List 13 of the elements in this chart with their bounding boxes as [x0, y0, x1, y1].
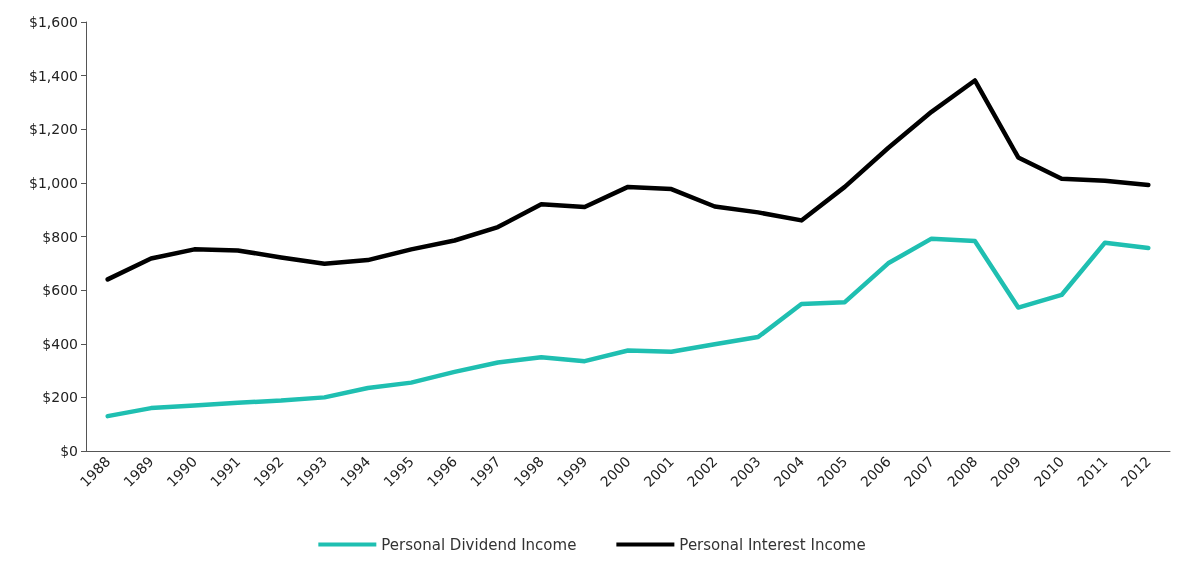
y-tick-label: $1,200 [29, 121, 78, 138]
legend-label: Personal Interest Income [679, 535, 866, 554]
y-tick-label: $1,000 [29, 174, 78, 191]
y-tick-label: $1,400 [29, 67, 78, 84]
y-tick-label: $0 [60, 443, 78, 459]
y-tick-label: $200 [42, 389, 78, 406]
y-tick-label: $1,600 [29, 14, 78, 30]
legend-label: Personal Dividend Income [381, 535, 577, 554]
y-tick-label: $400 [42, 335, 78, 352]
y-tick-label: $600 [42, 282, 78, 299]
line-series [105, 78, 1151, 282]
y-tick-label: $800 [42, 228, 78, 245]
line-series [105, 236, 1151, 419]
